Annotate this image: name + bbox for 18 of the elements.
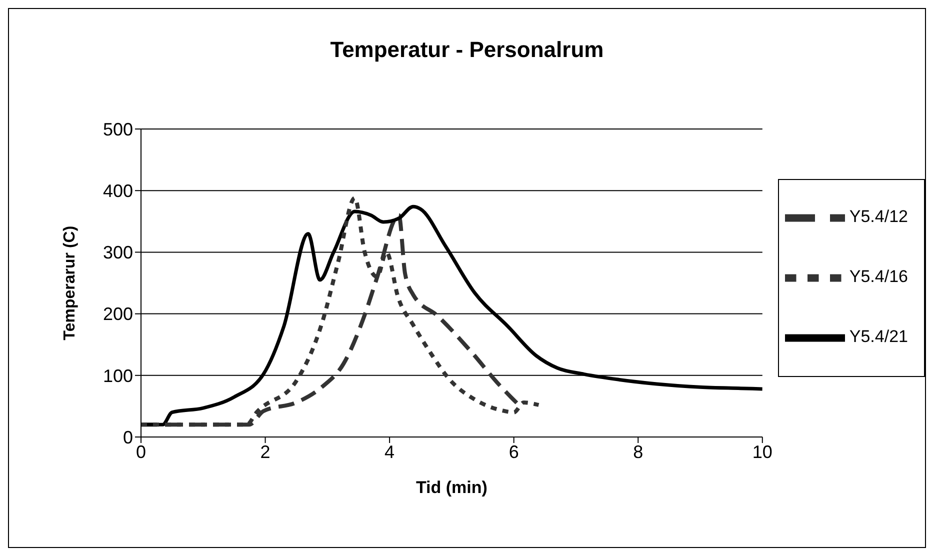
y-tick-label: 400 xyxy=(102,180,133,201)
y-tick-label: 0 xyxy=(122,427,133,448)
legend-label: Y5.4/12 xyxy=(849,207,908,226)
y-tick-label: 100 xyxy=(102,366,133,386)
y-tick-label: 200 xyxy=(102,304,133,324)
y-tick-label: 500 xyxy=(102,119,133,140)
chart-title: Temperatur - Personalrum xyxy=(329,37,605,63)
y-axis-title: Temperarur (C) xyxy=(62,226,79,340)
x-tick-label: 2 xyxy=(260,442,270,462)
x-tick-label: 8 xyxy=(633,442,644,462)
y-tick-label: 300 xyxy=(102,242,133,263)
x-tick-label: 0 xyxy=(136,442,146,462)
x-tick-label: 4 xyxy=(384,442,395,462)
legend-label: Y5.4/16 xyxy=(849,267,908,286)
x-axis-title: Tid (min) xyxy=(416,478,488,497)
x-tick-label: 10 xyxy=(752,442,772,462)
x-tick-label: 6 xyxy=(508,442,519,462)
legend-label: Y5.4/21 xyxy=(849,327,908,346)
